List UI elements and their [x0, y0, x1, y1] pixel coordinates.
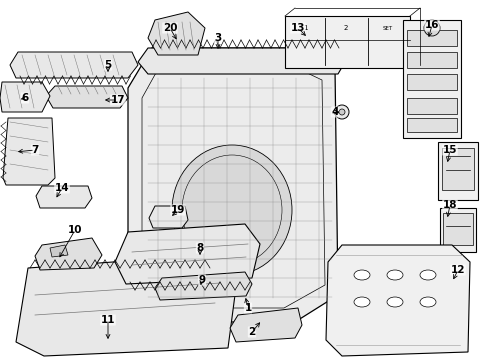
Polygon shape — [36, 186, 92, 208]
Polygon shape — [3, 118, 55, 185]
Text: 17: 17 — [111, 95, 125, 105]
Text: 4: 4 — [331, 107, 339, 117]
Text: 2: 2 — [248, 327, 256, 337]
Bar — [407, 118, 457, 132]
Text: 1: 1 — [303, 25, 307, 31]
Bar — [407, 74, 457, 90]
Polygon shape — [16, 256, 238, 356]
Text: 2: 2 — [344, 25, 348, 31]
Text: 11: 11 — [101, 315, 115, 325]
Polygon shape — [155, 272, 252, 300]
Polygon shape — [148, 12, 205, 55]
Polygon shape — [149, 206, 188, 228]
Polygon shape — [230, 308, 302, 342]
Ellipse shape — [387, 270, 403, 280]
Text: 6: 6 — [22, 93, 28, 103]
Text: 14: 14 — [55, 183, 69, 193]
Ellipse shape — [420, 270, 436, 280]
Ellipse shape — [354, 270, 370, 280]
Polygon shape — [128, 48, 338, 322]
Ellipse shape — [172, 145, 292, 275]
Text: 9: 9 — [198, 275, 206, 285]
Ellipse shape — [354, 297, 370, 307]
Polygon shape — [10, 52, 138, 78]
Text: 7: 7 — [31, 145, 39, 155]
Text: 1: 1 — [245, 303, 252, 313]
Circle shape — [424, 20, 440, 36]
Text: 5: 5 — [104, 60, 112, 70]
Bar — [442, 148, 474, 190]
Text: SET: SET — [383, 26, 393, 31]
Text: 19: 19 — [171, 205, 185, 215]
Polygon shape — [46, 86, 128, 108]
Text: 8: 8 — [196, 243, 204, 253]
Text: 10: 10 — [68, 225, 82, 235]
Circle shape — [339, 109, 345, 115]
Ellipse shape — [420, 297, 436, 307]
Bar — [438, 142, 478, 200]
Text: 15: 15 — [443, 145, 457, 155]
Bar — [407, 98, 457, 114]
Text: 16: 16 — [425, 20, 439, 30]
Polygon shape — [138, 48, 345, 74]
Bar — [403, 20, 461, 138]
Ellipse shape — [387, 297, 403, 307]
Polygon shape — [0, 82, 50, 112]
Text: 13: 13 — [291, 23, 305, 33]
Polygon shape — [50, 245, 68, 257]
Text: 3: 3 — [215, 33, 221, 43]
Bar — [407, 30, 457, 46]
Text: 20: 20 — [163, 23, 177, 33]
Polygon shape — [115, 224, 260, 284]
Text: 12: 12 — [451, 265, 465, 275]
Bar — [440, 208, 476, 252]
Polygon shape — [35, 238, 102, 270]
Polygon shape — [326, 245, 470, 356]
Text: 18: 18 — [443, 200, 457, 210]
Bar — [443, 213, 473, 245]
Bar — [285, 16, 410, 68]
Circle shape — [335, 105, 349, 119]
Bar — [407, 52, 457, 68]
